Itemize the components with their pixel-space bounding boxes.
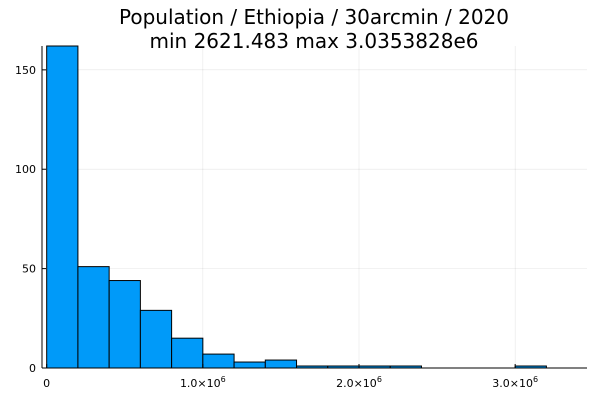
histogram-bar-3 [139, 309, 173, 369]
tick-labels: 0 1.0×106 2.0×106 3.0×106 0 50 100 150 [15, 64, 538, 390]
histogram-bar-6 [233, 361, 266, 369]
y-tick-label-1: 50 [22, 263, 36, 276]
axes [41, 46, 587, 369]
chart-title: Population / Ethiopia / 30arcmin / 2020 [119, 5, 509, 29]
histogram-bar-2 [108, 280, 141, 369]
x-tick-label-1: 1.0×106 [180, 375, 226, 390]
x-tick-label-3: 3.0×106 [492, 375, 538, 390]
x-tick-label-0: 0 [43, 377, 50, 390]
bars [46, 45, 547, 369]
histogram-bar-7 [264, 359, 298, 369]
x-tick-label-2: 2.0×106 [336, 375, 382, 390]
y-tick-label-2: 100 [15, 163, 36, 176]
histogram-bar-0 [46, 45, 79, 369]
histogram-bar-4 [171, 337, 204, 369]
y-tick-label-3: 150 [15, 64, 36, 77]
histogram-bar-5 [202, 353, 235, 369]
chart-subtitle: min 2621.483 max 3.0353828e6 [150, 29, 479, 53]
y-tick-label-0: 0 [29, 362, 36, 375]
histogram-bar-1 [77, 266, 110, 369]
